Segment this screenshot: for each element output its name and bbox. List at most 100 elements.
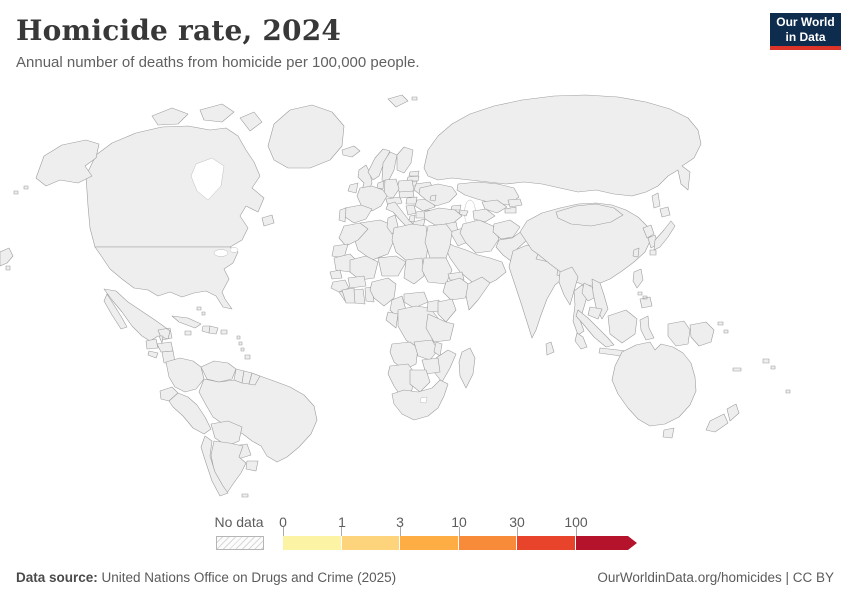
country-iran[interactable] [459,219,500,254]
falkland-islands[interactable] [241,493,249,498]
country-albania[interactable] [408,214,416,223]
legend-bin-30-100[interactable] [517,536,576,550]
country-tajikistan[interactable] [504,206,517,214]
country-uganda[interactable] [426,299,440,313]
country-japan[interactable] [649,206,676,256]
country-dominican-republic[interactable] [208,325,219,335]
country-canada[interactable] [85,103,275,248]
country-malaysia[interactable] [574,332,588,350]
country-vietnam[interactable] [591,278,609,320]
country-russia[interactable] [423,94,702,209]
country-libya[interactable] [391,223,429,263]
country-peru[interactable] [168,392,212,435]
country-cambodia[interactable] [587,306,603,320]
country-sweden[interactable] [381,151,398,183]
country-sri-lanka[interactable] [545,341,555,356]
country-senegal[interactable] [329,269,343,280]
footer-credit-link[interactable]: OurWorldinData.org/homicides | CC BY [597,570,834,585]
country-zimbabwe[interactable] [421,357,441,375]
country-ghana[interactable] [353,288,366,305]
country-mali[interactable] [349,255,379,281]
country-ireland[interactable] [347,182,359,194]
country-central-african-republic[interactable] [403,291,429,309]
country-sudan[interactable] [421,257,453,285]
country-alaska[interactable] [13,139,100,195]
country-madagascar[interactable] [458,347,476,389]
country-niger[interactable] [377,255,407,277]
country-colombia[interactable] [165,357,205,393]
country-zambia[interactable] [413,339,439,361]
legend-bin-0-1[interactable] [283,536,342,550]
country-north-korea[interactable] [642,224,655,239]
country-puerto-rico[interactable] [220,329,228,335]
country-benelux[interactable] [376,180,385,190]
country-solomon-islands[interactable] [762,358,776,370]
country-gabon-congo[interactable] [385,311,399,329]
country-australia[interactable] [611,341,697,439]
country-papua-new-guinea[interactable] [689,321,729,347]
country-serbia[interactable] [405,204,417,216]
country-china[interactable] [519,202,652,287]
country-new-caledonia[interactable] [732,367,742,372]
country-bahamas[interactable] [196,306,206,316]
country-kazakhstan[interactable] [456,181,520,206]
country-haiti[interactable] [201,325,211,334]
country-latvia[interactable] [406,175,420,182]
country-greenland[interactable] [267,104,345,169]
country-uruguay[interactable] [245,460,259,472]
country-jamaica[interactable] [184,330,192,336]
country-tanzania[interactable] [425,313,455,343]
country-french-guiana[interactable] [248,372,261,386]
country-ethiopia[interactable] [442,277,472,301]
legend-color-bar[interactable] [283,536,637,550]
legend-no-data-swatch[interactable] [216,536,264,550]
owid-logo[interactable]: Our World in Data [770,13,841,50]
country-chile[interactable] [200,435,229,497]
country-burkina-faso[interactable] [347,275,367,289]
country-kenya[interactable] [437,298,457,323]
legend-bin-1-3[interactable] [341,536,401,550]
country-bolivia[interactable] [210,420,243,447]
country-belize[interactable] [158,335,164,344]
country-iceland[interactable] [341,145,361,158]
country-venezuela[interactable] [200,360,237,383]
country-botswana[interactable] [409,369,431,393]
country-morocco[interactable] [338,222,369,247]
country-finland[interactable] [396,146,414,174]
country-moldova[interactable] [429,194,437,202]
country-egypt[interactable] [424,223,453,259]
legend-bin-100+[interactable] [576,536,637,550]
lesser-antilles[interactable] [236,335,245,352]
country-cuba[interactable] [171,315,202,329]
country-mexico[interactable] [103,288,173,342]
country-ukraine[interactable] [418,183,458,207]
country-philippines[interactable] [632,268,653,309]
country-kyrgyzstan[interactable] [507,198,523,208]
legend-bin-3-10[interactable] [400,536,459,550]
country-guatemala[interactable] [145,338,159,350]
country-spain[interactable] [344,204,373,224]
country-portugal[interactable] [338,207,347,223]
country-lesotho[interactable] [419,396,428,404]
country-russia-chukotka-fragment[interactable] [0,247,14,271]
country-svalbard[interactable] [387,94,418,108]
country-honduras[interactable] [156,341,174,353]
country-estonia[interactable] [408,170,420,177]
country-nigeria[interactable] [369,277,397,307]
country-fiji[interactable] [785,389,791,394]
country-trinidad-and-tobago[interactable] [244,354,251,360]
country-taiwan[interactable] [632,247,640,258]
country-new-zealand[interactable] [705,403,740,433]
country-georgia[interactable] [450,204,462,211]
country-el-salvador[interactable] [147,350,159,359]
country-turkey[interactable] [423,207,463,226]
country-turkmenistan[interactable] [472,208,496,223]
country-united-states[interactable] [94,246,239,310]
country-myanmar[interactable] [558,266,579,306]
country-laos[interactable] [581,282,597,302]
country-czech-slovakia[interactable] [398,190,415,199]
country-chad[interactable] [403,257,425,285]
country-somalia[interactable] [465,276,491,311]
legend-bin-10-30[interactable] [458,536,518,550]
country-hungary[interactable] [405,196,418,205]
